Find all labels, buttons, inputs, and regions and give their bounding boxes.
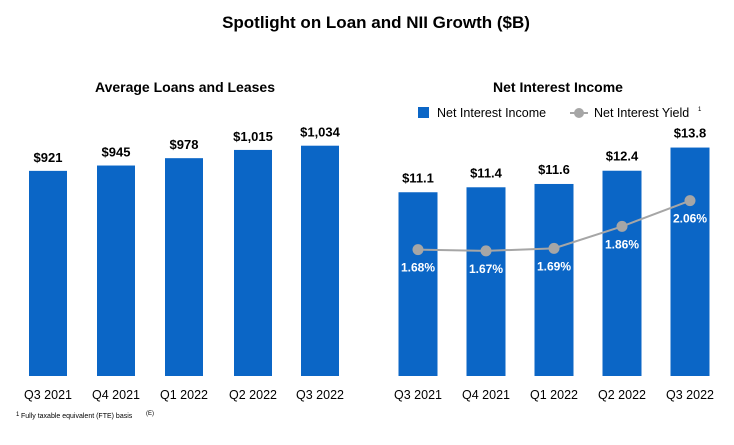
nii-chart-title: Net Interest Income xyxy=(493,79,623,95)
loans-bar xyxy=(234,149,272,376)
yield-label: 1.67% xyxy=(469,262,503,276)
nii-bar xyxy=(398,192,438,376)
nii-bar xyxy=(466,187,506,376)
nii-bar-label: $11.1 xyxy=(402,170,434,185)
footnote: 1 Fully taxable equivalent (FTE) basis (… xyxy=(16,411,154,420)
nii-x-tick: Q3 2021 xyxy=(394,388,442,402)
loans-bar-label: $921 xyxy=(34,150,63,165)
loans-chart-title: Average Loans and Leases xyxy=(95,79,275,95)
yield-point xyxy=(684,195,696,207)
nii-bar-label: $12.4 xyxy=(606,149,639,164)
legend-superscript: 1 xyxy=(698,107,702,113)
loans-x-tick: Q3 2022 xyxy=(296,388,344,402)
footnote-marker: 1 xyxy=(16,412,20,418)
nii-x-tick: Q4 2021 xyxy=(462,388,510,402)
yield-label: 2.06% xyxy=(673,212,707,226)
yield-label: 1.69% xyxy=(537,259,571,273)
loans-x-tick: Q4 2021 xyxy=(92,388,140,402)
nii-bar xyxy=(534,183,574,376)
loans-chart: Average Loans and Leases $921 Q3 2021 $945… xyxy=(24,79,344,402)
yield-point xyxy=(616,220,628,232)
nii-x-tick: Q3 2022 xyxy=(666,388,714,402)
loans-bar xyxy=(97,165,135,376)
loans-x-tick: Q1 2022 xyxy=(160,388,208,402)
loans-bar xyxy=(301,145,339,376)
nii-bar-label: $11.6 xyxy=(538,162,570,177)
nii-chart: Net Interest Income Net Interest Income … xyxy=(394,79,714,402)
loans-bar-label: $1,015 xyxy=(233,129,273,144)
footnote-text: Fully taxable equivalent (FTE) basis xyxy=(21,413,133,420)
nii-bar-label: $11.4 xyxy=(470,165,503,180)
nii-bar xyxy=(602,170,642,376)
loans-bar xyxy=(165,158,203,376)
nii-bar xyxy=(670,147,710,376)
nii-bar-label: $13.8 xyxy=(674,126,707,141)
loans-x-tick: Q3 2021 xyxy=(24,388,72,402)
loans-bar-label: $978 xyxy=(170,137,199,152)
nii-x-tick: Q1 2022 xyxy=(530,388,578,402)
loans-bar xyxy=(29,170,67,376)
loans-bar-label: $945 xyxy=(102,145,131,160)
footnote-ref: (E) xyxy=(146,411,154,417)
loans-x-tick: Q2 2022 xyxy=(229,388,277,402)
yield-point xyxy=(480,245,492,257)
yield-point xyxy=(412,244,424,256)
legend-label-nii: Net Interest Income xyxy=(437,106,546,120)
yield-label: 1.86% xyxy=(605,237,639,251)
yield-label: 1.68% xyxy=(401,261,435,275)
legend-marker-yield xyxy=(574,108,584,118)
chart-legend: Net Interest Income Net Interest Yield 1 xyxy=(418,106,702,120)
legend-swatch-nii xyxy=(418,107,429,118)
loans-bar-label: $1,034 xyxy=(300,125,341,140)
legend-label-yield: Net Interest Yield xyxy=(594,106,689,120)
yield-point xyxy=(548,242,560,254)
main-title: Spotlight on Loan and NII Growth ($B) xyxy=(222,13,530,32)
nii-x-tick: Q2 2022 xyxy=(598,388,646,402)
